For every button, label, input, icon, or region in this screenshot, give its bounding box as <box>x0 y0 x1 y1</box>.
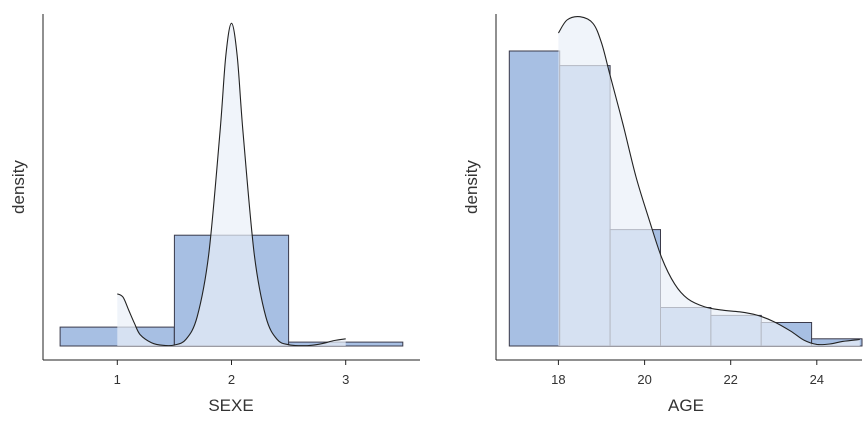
age-tick-label-20: 20 <box>637 372 651 387</box>
sexe-x-axis-title: SEXE <box>208 396 253 415</box>
age-tick-label-18: 18 <box>551 372 565 387</box>
age-x-axis-title: AGE <box>668 396 704 415</box>
age-density-area <box>558 16 860 346</box>
age-bin-1 <box>508 50 561 347</box>
sexe-density-area <box>117 23 346 347</box>
age-tick-label-22: 22 <box>723 372 737 387</box>
age-density-panel: 18 20 22 24 AGE density <box>462 14 863 415</box>
sexe-x-ticks: 1 2 3 <box>114 360 349 387</box>
sexe-density-panel: 1 2 3 SEXE density <box>9 14 420 415</box>
sexe-density-curve <box>116 22 346 347</box>
sexe-tick-label-3: 3 <box>342 372 349 387</box>
sexe-tick-label-1: 1 <box>114 372 121 387</box>
age-density-curve <box>557 16 860 346</box>
age-x-ticks: 18 20 22 24 <box>551 360 824 387</box>
sexe-bin-1 <box>59 326 175 347</box>
age-density-line <box>557 16 860 346</box>
sexe-density-line <box>116 22 346 347</box>
sexe-y-axis-title: density <box>9 160 28 214</box>
sexe-tick-label-2: 2 <box>228 372 235 387</box>
age-y-axis-title: density <box>462 160 481 214</box>
age-tick-label-24: 24 <box>810 372 824 387</box>
